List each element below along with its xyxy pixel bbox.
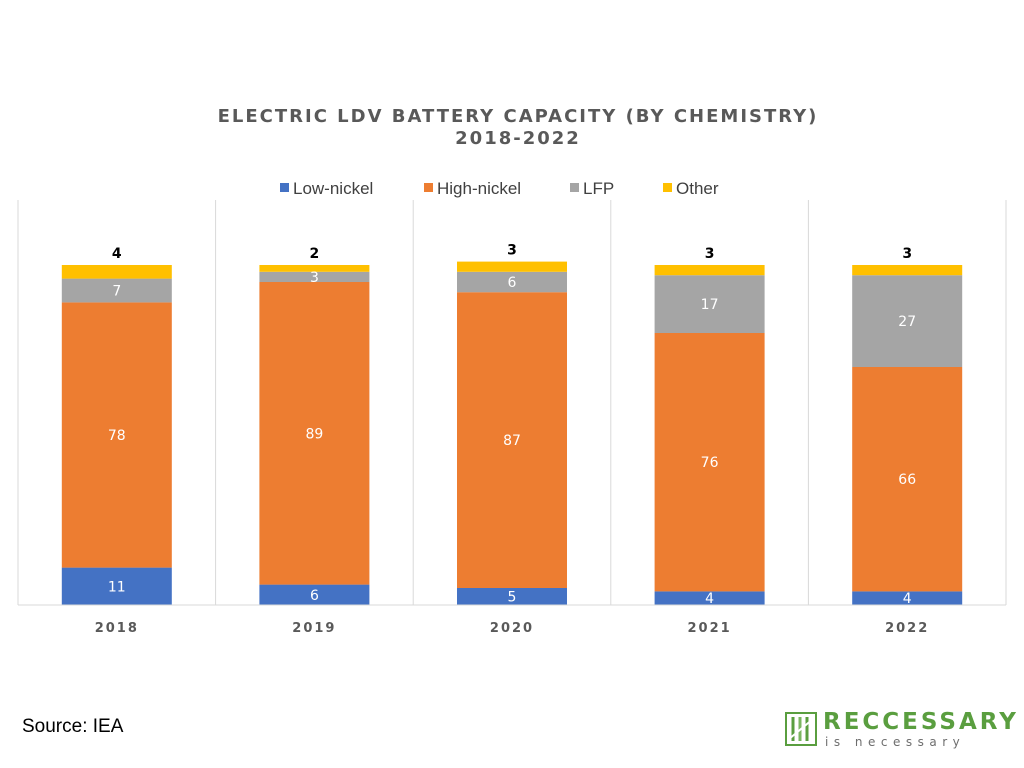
data-label-lfp-2020: 6 (508, 275, 517, 291)
x-axis-ticks: 2018 2019 2020 2021 2022 (95, 621, 929, 636)
data-label-high-nickel-2020: 87 (503, 433, 521, 449)
legend-item-low-nickel: Low-nickel (280, 179, 373, 198)
data-label-other-2021: 3 (705, 246, 715, 262)
bar-high-nickel-2019 (259, 282, 370, 585)
x-tick-label-2020: 2020 (490, 621, 534, 636)
data-label-low-nickel-2020: 5 (508, 590, 517, 606)
bar-low-nickel-2022 (852, 591, 963, 605)
data-label-lfp-2019: 3 (310, 270, 319, 286)
data-label-other-2018: 4 (112, 246, 122, 262)
data-label-high-nickel-2018: 78 (108, 428, 126, 444)
bars (61, 261, 963, 605)
logo-name: RECCESSARY (823, 709, 1019, 735)
data-label-high-nickel-2021: 76 (701, 455, 719, 471)
legend-swatch-high-nickel (424, 183, 433, 192)
bar-low-nickel-2019 (259, 584, 370, 605)
brand-logo: RECCESSARY is necessary (785, 709, 1016, 751)
bar-lfp-2018 (61, 278, 172, 303)
x-tick-label-2019: 2019 (292, 621, 336, 636)
bar-lfp-2019 (259, 271, 370, 282)
data-label-high-nickel-2022: 66 (898, 472, 916, 488)
data-label-other-2019: 2 (310, 246, 320, 262)
chart-title: ELECTRIC LDV BATTERY CAPACITY (BY CHEMIS… (218, 106, 819, 127)
bar-high-nickel-2022 (852, 367, 963, 592)
bar-other-2018 (61, 265, 172, 279)
bar-low-nickel-2020 (457, 588, 567, 605)
data-labels: 11 78 7 4 6 89 3 2 5 87 6 3 4 76 17 3 4 66 27 3 (108, 243, 916, 608)
data-label-low-nickel-2018: 11 (108, 579, 126, 595)
bar-lfp-2021 (654, 275, 765, 333)
legend-label-high-nickel: High-nickel (437, 179, 521, 198)
data-label-low-nickel-2021: 4 (705, 591, 714, 607)
data-label-lfp-2021: 17 (701, 297, 719, 313)
legend-item-lfp: LFP (570, 179, 614, 198)
logo-tagline: is necessary (825, 735, 966, 749)
source-note: Source: IEA (22, 716, 124, 737)
bar-lfp-2020 (457, 271, 567, 293)
legend-swatch-lfp (570, 183, 579, 192)
chart-subtitle: 2018-2022 (455, 128, 581, 149)
bar-other-2020 (457, 261, 567, 272)
bar-high-nickel-2020 (457, 292, 567, 588)
legend: Low-nickel High-nickel LFP Other (280, 179, 719, 198)
x-tick-label-2021: 2021 (688, 621, 732, 636)
data-label-other-2020: 3 (507, 243, 517, 259)
data-label-other-2022: 3 (902, 246, 912, 262)
data-label-low-nickel-2022: 4 (903, 591, 912, 607)
legend-item-high-nickel: High-nickel (424, 179, 521, 198)
bar-low-nickel-2018 (61, 567, 172, 605)
bar-low-nickel-2021 (654, 591, 765, 605)
legend-label-low-nickel: Low-nickel (293, 179, 373, 198)
data-label-high-nickel-2019: 89 (305, 426, 323, 442)
legend-label-other: Other (676, 179, 719, 198)
bar-other-2021 (654, 265, 765, 276)
legend-swatch-other (663, 183, 672, 192)
bar-high-nickel-2018 (61, 302, 172, 568)
x-tick-label-2022: 2022 (885, 621, 929, 636)
bar-lfp-2022 (852, 275, 963, 367)
legend-item-other: Other (663, 179, 719, 198)
category-dividers (17, 200, 1007, 605)
bar-other-2022 (852, 265, 963, 276)
logo-icon (785, 712, 817, 746)
bar-high-nickel-2021 (654, 333, 765, 592)
x-tick-label-2018: 2018 (95, 621, 139, 636)
legend-label-lfp: LFP (583, 179, 614, 198)
data-label-low-nickel-2019: 6 (310, 588, 319, 604)
data-label-lfp-2018: 7 (112, 284, 121, 300)
data-label-lfp-2022: 27 (898, 314, 916, 330)
bar-other-2019 (259, 265, 370, 272)
legend-swatch-low-nickel (280, 183, 289, 192)
